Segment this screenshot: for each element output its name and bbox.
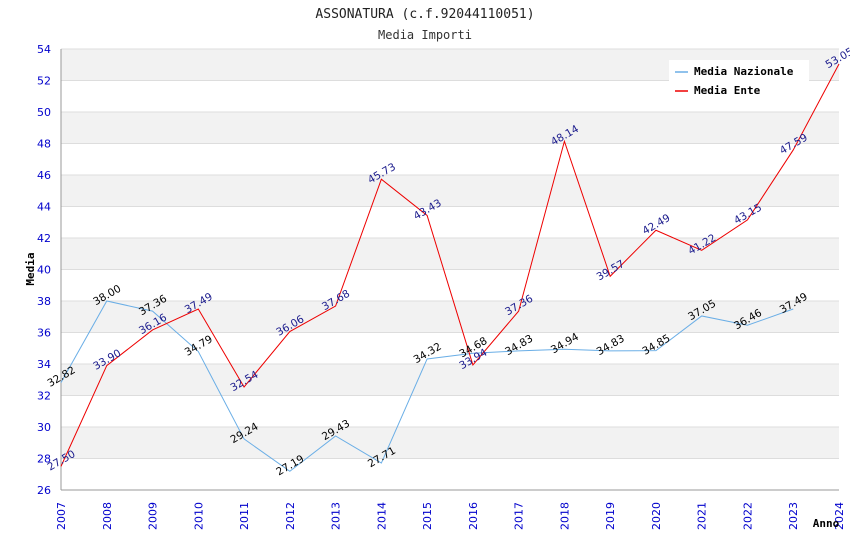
y-axis-label: Media — [24, 252, 37, 285]
x-tick-label: 2009 — [147, 502, 160, 530]
x-tick-label: 2014 — [375, 502, 388, 530]
x-tick-labels: 2007 2008 2009 2010 2011 2012 2013 2014 2015 2016… — [55, 502, 846, 530]
y-tick-label: 40 — [37, 264, 51, 277]
x-tick-label: 2008 — [101, 502, 114, 530]
y-tick-label: 52 — [37, 75, 51, 88]
data-label-media-nazionale: 34.83 — [503, 333, 535, 358]
data-label-media-nazionale: 34.32 — [412, 341, 444, 366]
y-tick-label: 38 — [37, 295, 51, 308]
data-label-media-nazionale: 34.85 — [640, 332, 672, 357]
x-tick-label: 2011 — [238, 502, 251, 530]
x-tick-label: 2021 — [696, 502, 709, 530]
plot-band — [61, 427, 839, 459]
y-tick-label: 54 — [37, 43, 51, 56]
legend: Media Nazionale Media Ente — [669, 60, 809, 101]
axes — [60, 49, 839, 491]
y-tick-label: 50 — [37, 106, 51, 119]
y-tick-label: 44 — [37, 201, 51, 214]
x-tick-label: 2022 — [741, 502, 754, 530]
y-tick-labels: 26 28 30 32 34 36 38 40 42 44 46 48 50 52 54 — [37, 43, 51, 497]
x-tick-label: 2020 — [650, 502, 663, 530]
data-label-media-nazionale: 34.79 — [183, 333, 215, 358]
plot-band — [61, 364, 839, 396]
chart-title: ASSONATURA (c.f.92044110051) — [315, 7, 534, 22]
data-label-media-ente: 42.49 — [640, 212, 672, 237]
legend-label-media-ente: Media Ente — [694, 84, 761, 97]
x-tick-label: 2012 — [284, 502, 297, 530]
y-tick-label: 36 — [37, 327, 51, 340]
x-tick-label: 2013 — [330, 502, 343, 530]
y-tick-label: 42 — [37, 232, 51, 245]
plot-bands — [61, 49, 839, 459]
x-tick-label: 2007 — [55, 502, 68, 530]
data-label-media-nazionale: 34.94 — [549, 331, 581, 357]
plot-band — [61, 238, 839, 270]
legend-box — [669, 60, 809, 101]
plot-band — [61, 175, 839, 207]
y-tick-label: 32 — [37, 390, 51, 403]
x-tick-label: 2010 — [192, 502, 205, 530]
plot-band — [61, 112, 839, 144]
x-axis-label: Anno — [813, 517, 840, 530]
gridlines — [61, 48, 839, 491]
chart-subtitle: Media Importi — [378, 28, 472, 42]
x-tick-label: 2024 — [833, 502, 846, 530]
y-tick-label: 30 — [37, 421, 51, 434]
series-line-media-nazionale — [60, 300, 794, 472]
x-tick-label: 2017 — [513, 502, 526, 530]
y-tick-label: 48 — [37, 138, 51, 151]
series-line-media-ente — [60, 63, 840, 467]
y-tick-label: 46 — [37, 169, 51, 182]
x-tick-label: 2015 — [421, 502, 434, 530]
plot-band — [61, 301, 839, 333]
series-lines — [60, 63, 840, 472]
x-tick-label: 2023 — [787, 502, 800, 530]
x-tick-label: 2016 — [467, 502, 480, 530]
data-label-media-nazionale: 34.83 — [595, 333, 627, 358]
y-tick-label: 28 — [37, 453, 51, 466]
y-tick-label: 26 — [37, 484, 51, 497]
legend-label-media-nazionale: Media Nazionale — [694, 65, 794, 78]
y-tick-label: 34 — [37, 358, 51, 371]
x-tick-label: 2019 — [604, 502, 617, 530]
x-tick-label: 2018 — [558, 502, 571, 530]
